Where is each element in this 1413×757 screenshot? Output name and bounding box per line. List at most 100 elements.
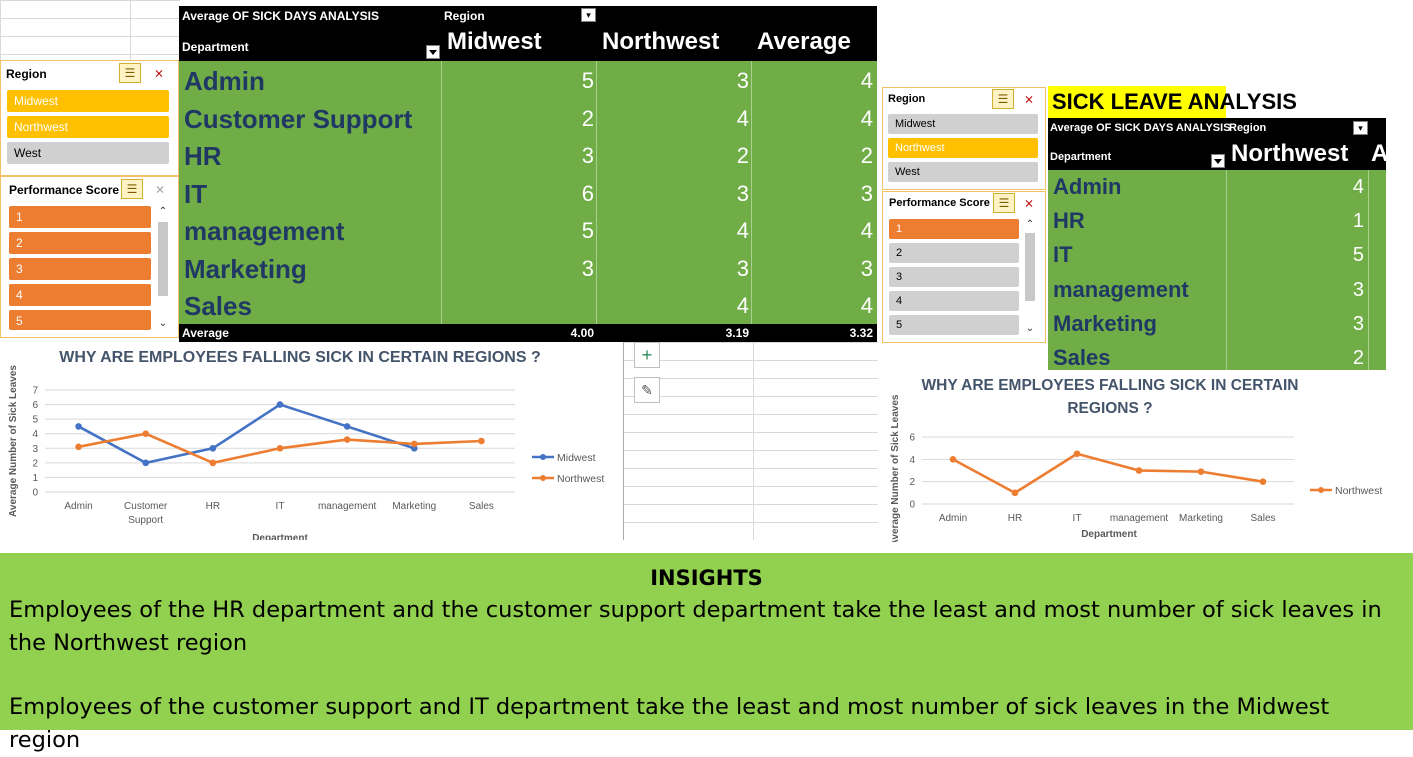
pivot-department-label: Department bbox=[182, 40, 249, 54]
pivot-col-separator bbox=[1226, 170, 1227, 205]
chart-right-svg: WHY ARE EMPLOYEES FALLING SICK IN CERTAI… bbox=[890, 377, 1382, 546]
slicer-item-5[interactable]: 5 bbox=[9, 310, 151, 330]
slicer-item-4[interactable]: 4 bbox=[889, 291, 1019, 311]
pivot-cell-northwest: 5 bbox=[1352, 244, 1364, 267]
slicer-item-4[interactable]: 4 bbox=[9, 284, 151, 306]
slicer-item-midwest[interactable]: Midwest bbox=[888, 114, 1038, 134]
pivot-col-northwest: Northwest bbox=[1231, 140, 1349, 167]
scroll-thumb[interactable] bbox=[158, 222, 168, 296]
pivot-row-label: HR bbox=[1053, 208, 1085, 234]
slicer-item-1[interactable]: 1 bbox=[9, 206, 151, 228]
slicer-item-west[interactable]: West bbox=[888, 162, 1038, 182]
pivot-row-label: IT bbox=[184, 178, 208, 209]
clear-filter-icon[interactable]: ⨯ bbox=[1023, 92, 1035, 106]
pivot-col-separator bbox=[441, 211, 442, 249]
chart-right[interactable]: WHY ARE EMPLOYEES FALLING SICK IN CERTAI… bbox=[882, 370, 1386, 546]
x-axis-label: Department bbox=[252, 533, 308, 540]
multi-select-icon[interactable]: ☰ bbox=[119, 63, 141, 83]
pivot-col-separator bbox=[751, 173, 752, 211]
pivot-row: management 5 4 4 bbox=[179, 211, 877, 250]
x-tick-label: Customer bbox=[124, 501, 168, 512]
slicer-item-3[interactable]: 3 bbox=[9, 258, 151, 280]
sheet-grid-mid bbox=[623, 342, 878, 540]
slicer-region-right: Region ☰ ⨯ Midwest Northwest West bbox=[882, 87, 1046, 190]
scroll-up-icon[interactable]: ⌃ bbox=[1025, 219, 1035, 230]
pivot-col-separator bbox=[596, 61, 597, 99]
x-tick-label: Sales bbox=[1250, 513, 1275, 524]
pivot-col-separator bbox=[441, 61, 442, 99]
pivot-department-label: Department bbox=[1050, 151, 1112, 163]
legend-marker bbox=[540, 475, 546, 481]
pivot-col-separator bbox=[751, 98, 752, 136]
x-tick-label: HR bbox=[1008, 513, 1022, 524]
slicer-title: Performance Score bbox=[889, 197, 990, 209]
multi-select-icon[interactable]: ☰ bbox=[993, 193, 1015, 213]
pivot-col-average: A bbox=[1371, 140, 1386, 167]
slicer-item-2[interactable]: 2 bbox=[9, 232, 151, 254]
chart-left[interactable]: WHY ARE EMPLOYEES FALLING SICK IN CERTAI… bbox=[0, 342, 624, 544]
pivot-row: IT 5 bbox=[1048, 238, 1386, 274]
scroll-down-icon[interactable]: ⌄ bbox=[158, 318, 168, 329]
sick-leave-banner: SICK LEAVE ANALYSIS bbox=[1052, 89, 1297, 114]
data-point bbox=[209, 459, 217, 467]
filter-icon[interactable]: ▾ bbox=[581, 8, 596, 22]
banner-highlight bbox=[1048, 86, 1226, 118]
data-point bbox=[276, 444, 284, 452]
slicer-item-west[interactable]: West bbox=[7, 142, 169, 164]
legend-label: Northwest bbox=[1335, 485, 1382, 497]
pivot-row: Sales 2 bbox=[1048, 341, 1386, 370]
clear-filter-icon[interactable]: ⨯ bbox=[154, 182, 166, 196]
insight-paragraph-2: Employees of the customer support and IT… bbox=[9, 694, 1330, 753]
x-tick-label: management bbox=[318, 501, 377, 512]
chart-styles-button[interactable]: ✎ bbox=[634, 377, 660, 403]
slicer-scrollbar[interactable]: ⌃ ⌄ bbox=[1023, 219, 1037, 337]
pivot-cell-northwest: 3 bbox=[736, 68, 749, 93]
slicer-item-midwest[interactable]: Midwest bbox=[7, 90, 169, 112]
pivot-title: Average OF SICK DAYS ANALYSIS bbox=[1050, 122, 1231, 134]
pivot-row: Marketing 3 bbox=[1048, 306, 1386, 342]
slicer-scrollbar[interactable]: ⌃ ⌄ bbox=[156, 206, 170, 332]
scroll-thumb[interactable] bbox=[1025, 233, 1035, 301]
slicer-item-2[interactable]: 2 bbox=[889, 243, 1019, 263]
slicer-performance-left: Performance Score ☰ ⨯ 1 2 3 4 5 ⌃ ⌄ bbox=[0, 176, 179, 338]
pivot-row-label: IT bbox=[1053, 242, 1073, 268]
clear-filter-icon[interactable]: ⨯ bbox=[1023, 196, 1035, 210]
filter-icon[interactable]: ▾ bbox=[1353, 121, 1368, 135]
pivot-header: Average OF SICK DAYS ANALYSIS Region ▾ D… bbox=[1048, 118, 1386, 170]
pivot-cell-northwest: 4 bbox=[1352, 176, 1364, 198]
x-tick-label: management bbox=[1110, 513, 1169, 524]
pivot-cell-northwest: 4 bbox=[736, 105, 749, 131]
scroll-up-icon[interactable]: ⌃ bbox=[158, 206, 168, 217]
x-tick-label: IT bbox=[1073, 513, 1082, 524]
slicer-item-northwest[interactable]: Northwest bbox=[888, 138, 1038, 158]
slicer-item-northwest[interactable]: Northwest bbox=[7, 116, 169, 138]
pivot-cell-northwest: 3 bbox=[736, 255, 749, 281]
department-dropdown-icon[interactable] bbox=[1211, 154, 1225, 168]
pivot-cell-midwest: 6 bbox=[581, 180, 594, 206]
clear-filter-icon[interactable]: ⨯ bbox=[153, 66, 165, 80]
insights-heading: INSIGHTS bbox=[650, 566, 763, 590]
slicer-item-5[interactable]: 5 bbox=[889, 315, 1019, 335]
pivot-col-separator bbox=[1368, 238, 1369, 273]
pivot-row: Admin 5 3 4 bbox=[179, 61, 877, 100]
multi-select-icon[interactable]: ☰ bbox=[121, 179, 143, 199]
slicer-item-1[interactable]: 1 bbox=[889, 219, 1019, 239]
pivot-col-northwest: Northwest bbox=[602, 28, 720, 55]
data-point bbox=[949, 456, 957, 463]
add-chart-element-button[interactable]: + bbox=[634, 342, 660, 368]
legend-label: Northwest bbox=[557, 473, 604, 485]
data-point bbox=[1135, 467, 1143, 474]
x-tick-label: Marketing bbox=[1179, 513, 1223, 524]
pivot-col-separator bbox=[751, 248, 752, 286]
pivot-total-average: 3.32 bbox=[849, 326, 873, 340]
slicer-item-3[interactable]: 3 bbox=[889, 267, 1019, 287]
multi-select-icon[interactable]: ☰ bbox=[992, 89, 1014, 109]
pivot-table-right: SICK LEAVE ANALYSIS Average OF SICK DAYS… bbox=[1048, 86, 1386, 370]
scroll-down-icon[interactable]: ⌄ bbox=[1025, 323, 1035, 334]
pivot-cell-average: 3 bbox=[860, 255, 873, 281]
department-dropdown-icon[interactable] bbox=[426, 45, 440, 59]
chart-left-svg: WHY ARE EMPLOYEES FALLING SICK IN CERTAI… bbox=[8, 349, 604, 544]
chart-title: WHY ARE EMPLOYEES FALLING SICK IN CERTAI… bbox=[922, 377, 1299, 394]
pivot-row-label: Customer Support bbox=[184, 103, 413, 134]
chart-title: REGIONS ? bbox=[1067, 400, 1152, 417]
